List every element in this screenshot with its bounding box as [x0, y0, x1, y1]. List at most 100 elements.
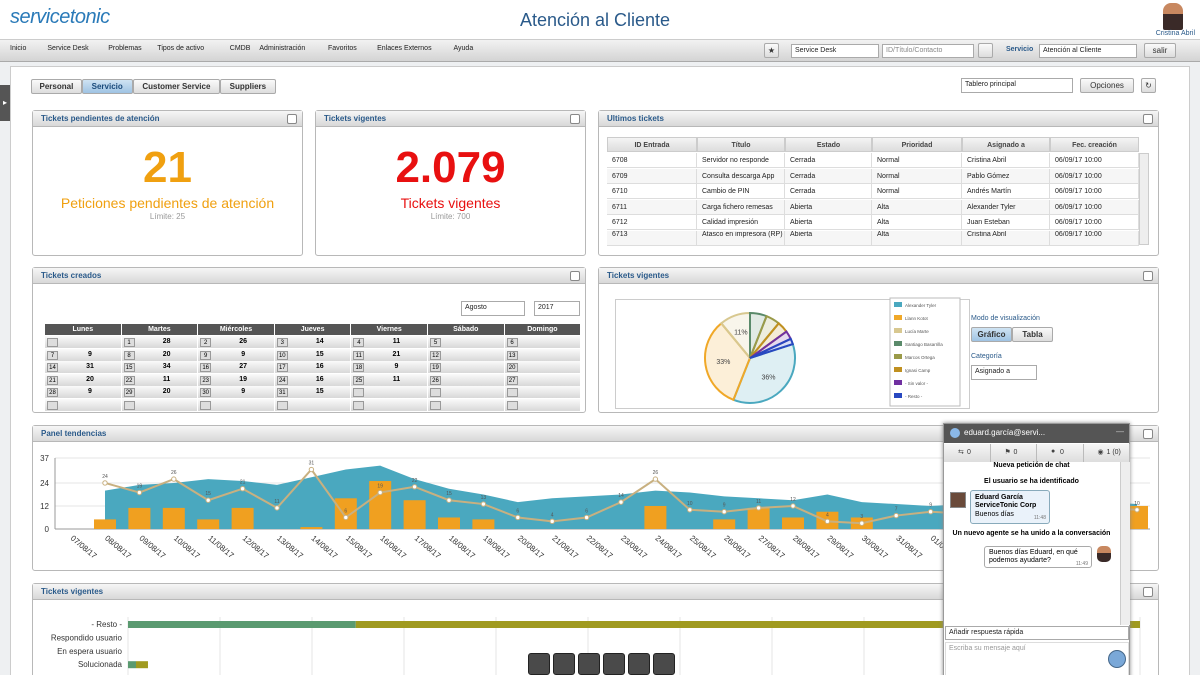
- toolbar-button[interactable]: [553, 653, 575, 675]
- chat-minimize[interactable]: —: [1116, 427, 1124, 436]
- tab[interactable]: Suppliers: [220, 79, 276, 94]
- calendar-cell[interactable]: [198, 348, 274, 361]
- calendar-cell[interactable]: [121, 348, 198, 361]
- chat-header[interactable]: [944, 424, 1129, 443]
- menu-item[interactable]: Tipos de activo: [157, 45, 205, 52]
- calendar-cell[interactable]: [274, 361, 351, 374]
- calendar-cell[interactable]: [428, 348, 504, 361]
- calendar-cell[interactable]: [428, 373, 504, 386]
- calendar-cell[interactable]: [504, 361, 581, 374]
- calendar-cell[interactable]: [274, 373, 351, 386]
- calendar-cell[interactable]: [351, 399, 427, 411]
- menu-item[interactable]: Problemas: [108, 45, 142, 52]
- calendar-cell[interactable]: [198, 373, 274, 386]
- panel-settings[interactable]: [1143, 271, 1153, 281]
- chat-scrollbar[interactable]: [1120, 462, 1130, 625]
- avatar[interactable]: [1163, 3, 1183, 30]
- calendar-cell[interactable]: [428, 399, 504, 411]
- calendar-cell[interactable]: [428, 336, 504, 348]
- calendar-cell[interactable]: [351, 386, 427, 399]
- options-button[interactable]: Opciones: [1080, 78, 1134, 93]
- calendar-cell[interactable]: [504, 386, 581, 399]
- menu-item[interactable]: Inicio: [10, 45, 27, 52]
- attach-button[interactable]: [1108, 650, 1126, 668]
- panel-settings[interactable]: [287, 114, 297, 124]
- favorite-button[interactable]: ★: [764, 43, 779, 58]
- calendar-cell[interactable]: [45, 361, 121, 374]
- column-header[interactable]: Título: [697, 137, 785, 152]
- calendar-cell[interactable]: [351, 336, 427, 348]
- search-button[interactable]: [978, 43, 993, 58]
- menu-item[interactable]: Ayuda: [453, 45, 474, 52]
- column-header[interactable]: Asignado a: [962, 137, 1050, 152]
- panel-settings[interactable]: [1143, 429, 1153, 439]
- toolbar-button[interactable]: [653, 653, 675, 675]
- calendar-cell[interactable]: [121, 386, 198, 399]
- toolbar-button[interactable]: [528, 653, 550, 675]
- calendar-cell[interactable]: [274, 336, 351, 348]
- menu-item[interactable]: Service Desk: [47, 45, 89, 52]
- calendar-cell[interactable]: [504, 373, 581, 386]
- logout-button[interactable]: salir: [1144, 43, 1176, 58]
- calendar-cell[interactable]: [198, 399, 274, 411]
- calendar-cell[interactable]: [351, 361, 427, 374]
- calendar-cell[interactable]: [504, 336, 581, 348]
- calendar-cell[interactable]: [121, 399, 198, 411]
- calendar-cell[interactable]: [198, 361, 274, 374]
- tab[interactable]: Customer Service: [132, 79, 221, 94]
- mode-button[interactable]: Tabla: [1012, 327, 1053, 342]
- side-toggle[interactable]: ▸: [0, 85, 10, 121]
- search-input[interactable]: ID/Título/Contacto: [882, 44, 974, 58]
- logo[interactable]: servicetonic: [10, 6, 110, 28]
- scrollbar[interactable]: [1139, 153, 1149, 245]
- tab[interactable]: Personal: [31, 79, 82, 94]
- calendar-cell[interactable]: [121, 361, 198, 374]
- column-header[interactable]: ID Entrada: [607, 137, 697, 152]
- month-select[interactable]: Agosto: [461, 301, 525, 316]
- toolbar-button[interactable]: [628, 653, 650, 675]
- calendar-cell[interactable]: [351, 348, 427, 361]
- refresh-button[interactable]: ↻: [1141, 78, 1156, 93]
- calendar-cell[interactable]: [45, 386, 121, 399]
- calendar-cell[interactable]: [274, 348, 351, 361]
- column-header[interactable]: Fec. creación: [1050, 137, 1139, 152]
- panel-settings[interactable]: [1143, 114, 1153, 124]
- calendar-cell[interactable]: [428, 386, 504, 399]
- column-header[interactable]: Estado: [785, 137, 872, 152]
- panel-settings[interactable]: [570, 114, 580, 124]
- calendar-cell[interactable]: [45, 373, 121, 386]
- menu-item[interactable]: CMDB: [229, 45, 251, 52]
- year-select[interactable]: 2017: [534, 301, 580, 316]
- calendar-cell[interactable]: [121, 336, 198, 348]
- chat-title[interactable]: eduard.garcía@servi...: [964, 428, 1046, 437]
- mode-button[interactable]: Gráfico: [971, 327, 1012, 342]
- panel-settings[interactable]: [1143, 587, 1153, 597]
- calendar-cell[interactable]: [504, 348, 581, 361]
- menu-item[interactable]: Enlaces Externos: [377, 45, 432, 52]
- calendar-cell[interactable]: [45, 336, 121, 348]
- calendar-cell[interactable]: [274, 399, 351, 411]
- panel-settings[interactable]: [570, 271, 580, 281]
- column-header[interactable]: Prioridad: [872, 137, 962, 152]
- calendar-cell[interactable]: [45, 348, 121, 361]
- message-input[interactable]: Escriba su mensaje aquí: [945, 642, 1129, 675]
- menu-item[interactable]: Favoritos: [328, 45, 357, 52]
- calendar-cell[interactable]: [504, 399, 581, 411]
- calendar-cell[interactable]: [351, 373, 427, 386]
- calendar-cell[interactable]: [45, 399, 121, 411]
- calendar-cell[interactable]: [428, 361, 504, 374]
- calendar-cell[interactable]: [198, 386, 274, 399]
- service-select[interactable]: Atención al Cliente: [1039, 44, 1137, 58]
- toolbar-button[interactable]: [603, 653, 625, 675]
- user-name[interactable]: Cristina Abril: [1155, 30, 1195, 37]
- dashboard-select[interactable]: Tablero principal: [961, 78, 1073, 93]
- menu-item[interactable]: Administración: [259, 45, 306, 52]
- calendar-cell[interactable]: [274, 386, 351, 399]
- category-select[interactable]: Asignado a: [971, 365, 1037, 380]
- tab[interactable]: Servicio: [81, 79, 133, 94]
- quick-reply[interactable]: Añadir respuesta rápida: [945, 626, 1129, 640]
- desk-select[interactable]: Service Desk: [791, 44, 879, 58]
- calendar-cell[interactable]: [198, 336, 274, 348]
- toolbar-button[interactable]: [578, 653, 600, 675]
- calendar-cell[interactable]: [121, 373, 198, 386]
